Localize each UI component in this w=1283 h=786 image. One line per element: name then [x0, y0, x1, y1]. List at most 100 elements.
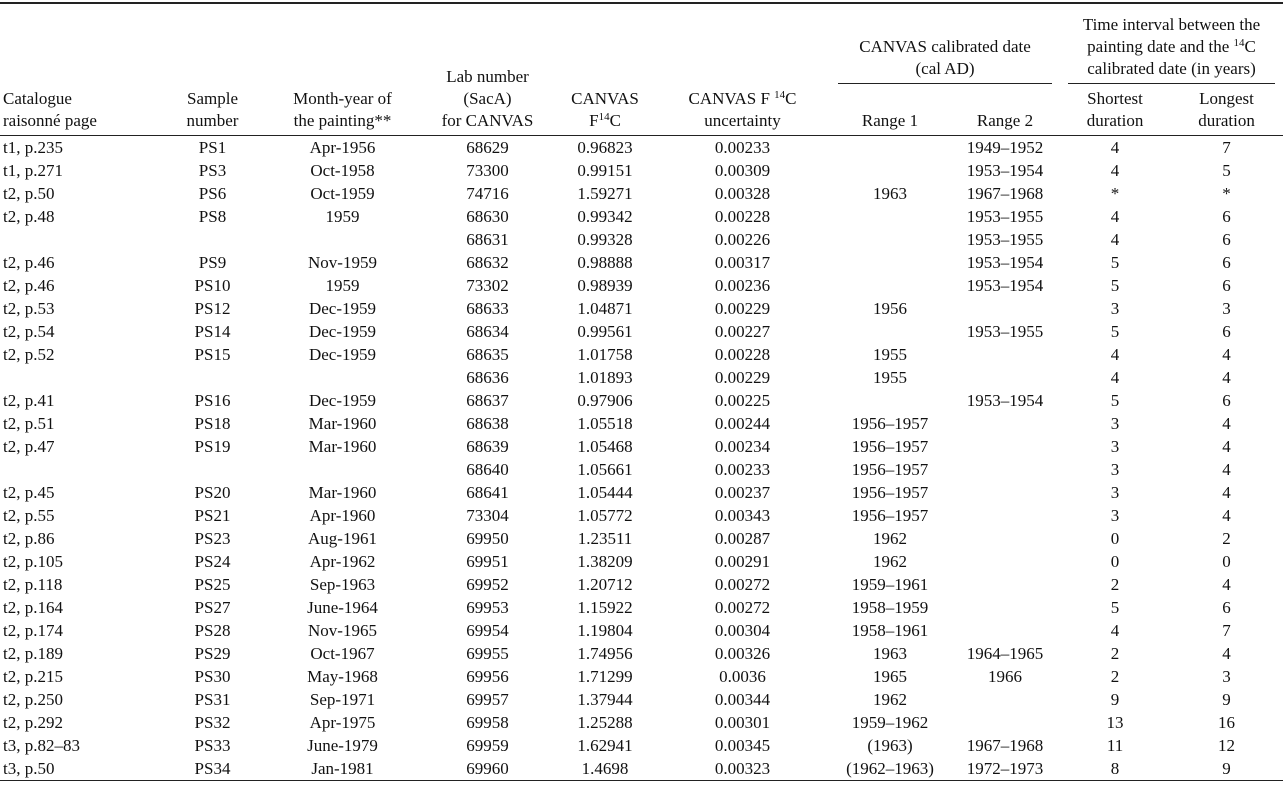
cell: PS3 [198, 161, 227, 180]
cell: Sep-1963 [309, 575, 376, 594]
cell: 0.00228 [714, 345, 771, 364]
cell: 1956–1957 [851, 483, 929, 502]
table-row: t1, p.271 PS3 Oct-1958 73300 0.99151 0.00309 1… [0, 159, 1283, 182]
cell: 68638 [466, 414, 509, 433]
header-line: painting date and the 14C [1068, 36, 1275, 58]
cell: 0.00291 [714, 552, 771, 571]
cell: 1956–1957 [851, 414, 929, 433]
header-line: Shortest [1087, 89, 1143, 108]
cell: 0.00301 [714, 713, 771, 732]
cell: t2, p.46 [3, 276, 55, 295]
cell: 69959 [466, 736, 509, 755]
cell: Apr-1975 [309, 713, 376, 732]
cell: Mar-1960 [308, 414, 377, 433]
cell: 0.00226 [714, 230, 771, 249]
cell: 0.00233 [714, 138, 771, 157]
cell: PS20 [194, 483, 231, 502]
cell: 0.00345 [714, 736, 771, 755]
cell: 69950 [466, 529, 509, 548]
cell: 1953–1954 [966, 391, 1044, 410]
column-header: Sample number [160, 2, 265, 136]
cell: 6 [1222, 322, 1231, 341]
cell: Apr-1962 [309, 552, 376, 571]
header-line: duration [1198, 111, 1255, 130]
header-line: Catalogue [3, 89, 72, 108]
cell: 68634 [466, 322, 509, 341]
cell: t2, p.48 [3, 207, 55, 226]
cell: PS10 [194, 276, 231, 295]
cell: 1.05468 [577, 437, 633, 456]
empty-cell [950, 688, 1060, 711]
cell: 1.19804 [577, 621, 633, 640]
group-header: CANVAS calibrated date (cal AD) [830, 2, 1061, 84]
cell: 0.00343 [714, 506, 771, 525]
superscript: 14 [598, 111, 610, 123]
cell: PS23 [194, 529, 231, 548]
group-header: Time interval between the painting date a… [1060, 2, 1283, 84]
cell: 5 [1110, 391, 1120, 410]
cell: 1.05772 [577, 506, 633, 525]
cell: 0.00326 [714, 644, 771, 663]
cell: t2, p.55 [3, 506, 55, 525]
empty-cell [950, 366, 1060, 389]
superscript: 14 [1233, 37, 1245, 49]
cell: 3 [1110, 483, 1120, 502]
cell: 8 [1060, 757, 1171, 781]
table-row: t3, p.82–83 PS33 June-1979 69959 1.62941 0.00… [0, 734, 1283, 757]
cell: PS21 [194, 506, 231, 525]
cell: 1955 [873, 368, 907, 387]
cell: 0.00244 [714, 414, 771, 433]
cell: 1956–1957 [851, 437, 929, 456]
table-row: t2, p.54 PS14 Dec-1959 68634 0.99561 0.00227 1… [0, 320, 1283, 343]
cell: 1959–1961 [851, 575, 929, 594]
cell: t2, p.53 [3, 299, 55, 318]
empty-cell [950, 458, 1060, 481]
cell: t2, p.52 [3, 345, 55, 364]
header-line: Lab number [446, 67, 529, 86]
cell: 1.05661 [577, 460, 633, 479]
cell: t2, p.46 [3, 253, 55, 272]
header-line: Sample [187, 89, 238, 108]
cell: 1958–1961 [851, 621, 929, 640]
cell: 4 [1222, 345, 1231, 364]
cell: 1.37944 [577, 690, 633, 709]
cell: (1962–1963) [830, 757, 950, 781]
cell: t1, p.271 [3, 161, 63, 180]
cell: 68629 [466, 138, 509, 157]
table-row: t1, p.235 PS1 Apr-1956 68629 0.96823 0.00233 1… [0, 136, 1283, 160]
cell: 0.00233 [714, 460, 771, 479]
cell: 1958–1959 [851, 598, 929, 617]
cell: 6 [1222, 253, 1231, 272]
cell: 6 [1222, 391, 1231, 410]
header-line: CANVAS F 14C [657, 88, 828, 110]
cell: 1962 [873, 552, 907, 571]
cell: t3, p.50 [0, 757, 160, 781]
cell: t2, p.292 [3, 713, 63, 732]
empty-cell [950, 343, 1060, 366]
table-row: 68631 0.99328 0.00226 1953–1955 4 6 [0, 228, 1283, 251]
cell: Dec-1959 [308, 322, 377, 341]
cell: June-1964 [307, 598, 378, 617]
cell: 2 [1110, 575, 1120, 594]
empty-cell [830, 274, 950, 297]
cell: (1963) [867, 736, 913, 755]
cell: 3 [1110, 299, 1120, 318]
cell: Sep-1971 [309, 690, 376, 709]
cell: 3 [1222, 299, 1231, 318]
cell: 4 [1110, 230, 1120, 249]
cell: t2, p.54 [3, 322, 55, 341]
cell: 0.00228 [714, 207, 771, 226]
cell: 74716 [466, 184, 509, 203]
empty-cell [0, 228, 160, 251]
cell: 9 [1110, 690, 1120, 709]
cell: 4 [1222, 437, 1231, 456]
column-header: Catalogue raisonné page [0, 2, 160, 136]
cell: PS27 [194, 598, 231, 617]
header-text: F [589, 111, 599, 130]
cell: 6 [1222, 598, 1231, 617]
cell: Apr-1960 [309, 506, 376, 525]
table-row: t2, p.105 PS24 Apr-1962 69951 1.38209 0.00291… [0, 550, 1283, 573]
cell: 1.15922 [577, 598, 633, 617]
cell: 0 [1222, 552, 1231, 571]
cell: 1.20712 [577, 575, 633, 594]
